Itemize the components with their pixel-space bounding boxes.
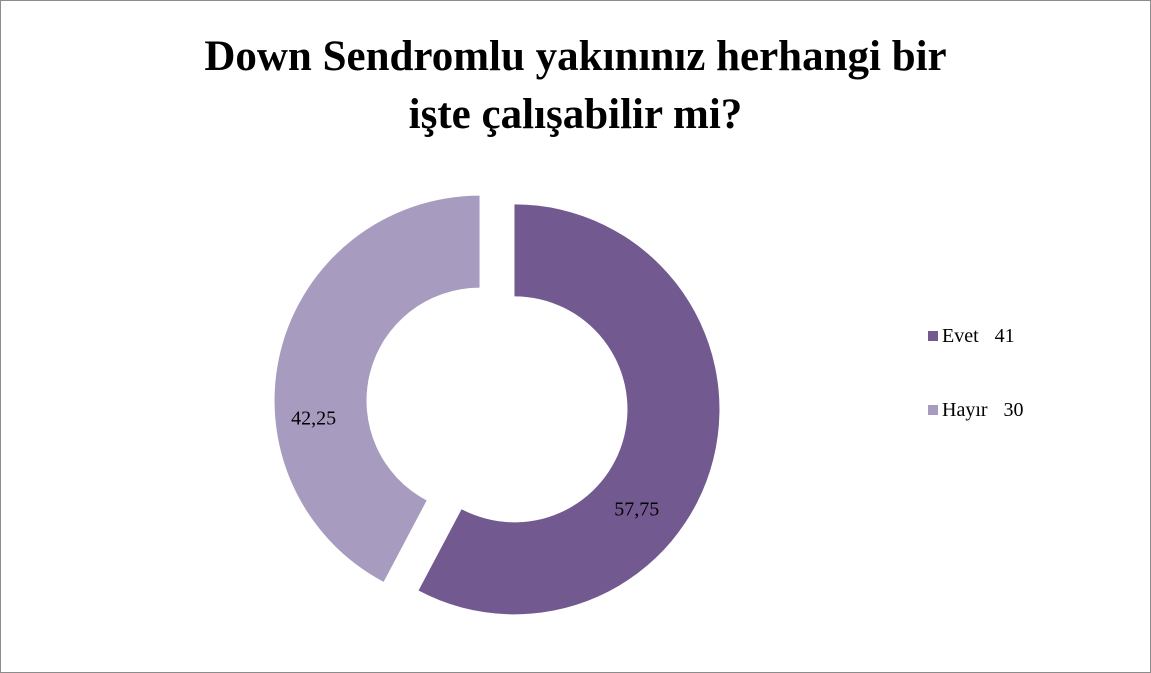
legend-item-evet: Evet 41 <box>928 321 1024 351</box>
legend-item-hayir: Hayır 30 <box>928 395 1024 425</box>
data-label-evet: 57,75 <box>614 499 659 521</box>
legend-count-evet: 41 <box>994 324 1015 347</box>
legend-count-hayir: 30 <box>1003 398 1024 421</box>
data-label-hayir: 42,25 <box>291 408 336 430</box>
legend-swatch-hayir <box>928 405 938 415</box>
donut-labels: 57,75 42,25 <box>291 408 659 521</box>
legend-label-evet: Evet <box>942 324 979 347</box>
donut-slices <box>274 195 720 615</box>
chart-title: Down Sendromlu yakınınız herhangi bir iş… <box>0 28 1151 144</box>
donut-slice-hayir <box>274 195 480 582</box>
legend: Evet 41 Hayır 30 <box>928 321 1024 469</box>
chart-title-line-1: Down Sendromlu yakınınız herhangi bir <box>204 33 947 80</box>
legend-label-hayir: Hayır <box>942 398 988 421</box>
donut-slice-evet <box>418 204 720 615</box>
legend-swatch-evet <box>928 331 938 341</box>
chart-title-line-2: işte çalışabilir mi? <box>408 91 743 138</box>
